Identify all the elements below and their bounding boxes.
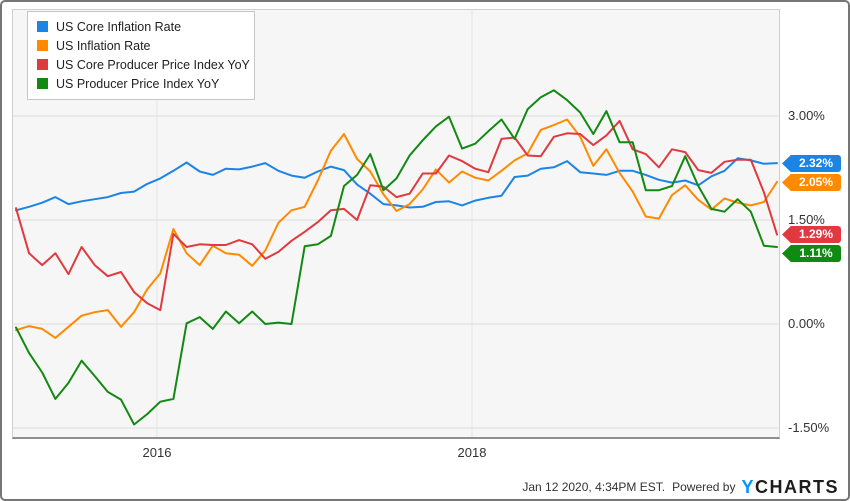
legend-label: US Inflation Rate xyxy=(56,38,151,53)
legend-label: US Core Inflation Rate xyxy=(56,19,182,34)
x-axis-tick-label: 2018 xyxy=(457,445,487,460)
series-line-1 xyxy=(15,118,778,339)
series-line-3 xyxy=(15,89,778,426)
powered-by-label: Powered by xyxy=(672,480,736,494)
y-axis-tick-label: 1.50% xyxy=(788,212,825,227)
series-line-2 xyxy=(15,119,778,312)
plot-area[interactable] xyxy=(12,9,780,439)
timestamp: Jan 12 2020, 4:34PM EST. xyxy=(522,480,666,494)
legend-item-3[interactable]: US Producer Price Index YoY xyxy=(37,74,245,93)
y-axis-tick-label: -1.50% xyxy=(788,419,830,435)
y-axis-tick-label: 0.00% xyxy=(788,316,825,331)
ycharts-logo-y: Y xyxy=(741,477,755,497)
legend-label: US Core Producer Price Index YoY xyxy=(56,57,250,72)
legend-label: US Producer Price Index YoY xyxy=(56,76,220,91)
x-axis-tick-label: 2016 xyxy=(142,445,172,460)
chart-footer: Jan 12 2020, 4:34PM EST. Powered by YCHA… xyxy=(522,478,839,496)
series-end-label-2: 1.29% xyxy=(782,226,841,243)
series-end-label-1: 2.05% xyxy=(782,174,841,191)
legend-swatch-icon xyxy=(37,21,48,32)
legend-item-2[interactable]: US Core Producer Price Index YoY xyxy=(37,55,250,74)
series-end-label-0: 2.32% xyxy=(782,155,841,172)
legend-item-1[interactable]: US Inflation Rate xyxy=(37,36,245,55)
legend-swatch-icon xyxy=(37,78,48,89)
legend-item-0[interactable]: US Core Inflation Rate xyxy=(37,17,245,36)
ycharts-logo-rest: CHARTS xyxy=(755,477,839,497)
series-line-0 xyxy=(15,157,778,212)
y-axis-tick-label: 3.00% xyxy=(788,108,825,123)
chart-canvas xyxy=(13,10,778,437)
legend-swatch-icon xyxy=(37,40,48,51)
legend-swatch-icon xyxy=(37,59,48,70)
chart-legend: US Core Inflation Rate US Inflation Rate U… xyxy=(27,11,255,100)
series-end-label-3: 1.11% xyxy=(782,245,841,262)
ycharts-logo[interactable]: YCHARTS xyxy=(741,478,839,496)
